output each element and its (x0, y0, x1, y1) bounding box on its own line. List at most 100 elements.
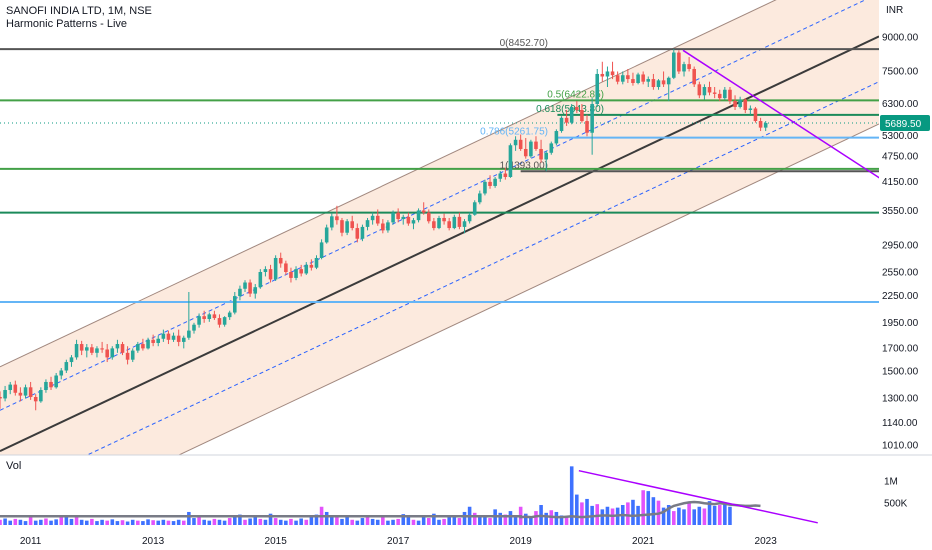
candle-body[interactable] (401, 216, 406, 220)
price-plot-area[interactable]: 0(8452.70)0.5(6422.85)0.618(5943.80)0.78… (0, 0, 882, 540)
candle-body[interactable] (615, 75, 620, 82)
volume-bar[interactable] (23, 521, 28, 525)
candle-body[interactable] (79, 344, 84, 351)
volume-bar[interactable] (472, 512, 477, 525)
volume-bar[interactable] (523, 513, 528, 525)
candle-body[interactable] (457, 216, 462, 227)
candle-body[interactable] (156, 338, 161, 343)
candle-body[interactable] (39, 390, 43, 402)
candle-body[interactable] (549, 143, 554, 153)
volume-bar[interactable] (18, 519, 23, 525)
candle-body[interactable] (426, 212, 431, 222)
candle-body[interactable] (738, 99, 742, 107)
candle-body[interactable] (610, 71, 615, 76)
candle-body[interactable] (391, 212, 395, 223)
candle-body[interactable] (682, 64, 686, 72)
candle-body[interactable] (171, 335, 176, 340)
candle-body[interactable] (350, 221, 354, 229)
candle-body[interactable] (452, 216, 457, 229)
candle-body[interactable] (396, 212, 400, 220)
candle-body[interactable] (289, 272, 293, 278)
candle-body[interactable] (54, 375, 58, 388)
volume-bar[interactable] (136, 520, 140, 525)
volume-plot-area[interactable] (0, 466, 818, 525)
volume-bar[interactable] (28, 517, 33, 525)
volume-bar[interactable] (447, 515, 451, 525)
volume-bar[interactable] (702, 508, 707, 525)
candle-body[interactable] (651, 79, 656, 88)
candle-body[interactable] (498, 173, 503, 179)
candle-body[interactable] (503, 173, 508, 177)
candle-body[interactable] (493, 178, 497, 186)
volume-bar[interactable] (166, 520, 171, 525)
candle-body[interactable] (529, 141, 533, 157)
candle-body[interactable] (707, 87, 712, 93)
candle-body[interactable] (340, 220, 344, 233)
volume-bar[interactable] (212, 518, 217, 525)
volume-bar[interactable] (646, 491, 651, 525)
candle-body[interactable] (381, 223, 385, 231)
candle-body[interactable] (478, 193, 482, 203)
candle-body[interactable] (146, 339, 150, 349)
volume-bar[interactable] (335, 516, 339, 525)
candle-body[interactable] (0, 397, 2, 399)
candle-body[interactable] (677, 52, 681, 72)
volume-bar[interactable] (411, 519, 416, 525)
volume-bar[interactable] (503, 514, 508, 525)
candle-body[interactable] (564, 117, 569, 123)
candle-body[interactable] (105, 349, 109, 358)
volume-bar[interactable] (130, 519, 135, 525)
volume-bar[interactable] (115, 521, 120, 525)
volume-bar[interactable] (677, 507, 681, 525)
volume-bar[interactable] (284, 520, 288, 525)
volume-bar[interactable] (324, 511, 329, 525)
volume-bar[interactable] (258, 518, 263, 525)
candle-body[interactable] (335, 216, 339, 221)
candle-body[interactable] (697, 84, 702, 96)
volume-bar[interactable] (529, 516, 533, 525)
volume-bar[interactable] (452, 517, 457, 525)
volume-bar[interactable] (59, 517, 64, 525)
candle-body[interactable] (544, 152, 548, 160)
candle-body[interactable] (69, 357, 74, 363)
candle-body[interactable] (605, 71, 610, 77)
candle-body[interactable] (483, 181, 487, 194)
candle-body[interactable] (600, 73, 605, 77)
candle-body[interactable] (641, 74, 645, 82)
volume-bar[interactable] (263, 519, 268, 525)
candle-body[interactable] (64, 362, 69, 371)
candle-body[interactable] (115, 344, 120, 349)
candle-body[interactable] (324, 227, 329, 243)
candle-body[interactable] (595, 73, 600, 104)
candle-body[interactable] (661, 80, 666, 85)
volume-bar[interactable] (207, 520, 212, 525)
volume-bar[interactable] (457, 518, 462, 525)
candle-body[interactable] (687, 64, 691, 69)
volume-bar[interactable] (309, 517, 314, 525)
candle-body[interactable] (513, 139, 518, 146)
volume-bar[interactable] (243, 519, 247, 525)
candle-body[interactable] (462, 221, 467, 227)
candle-body[interactable] (411, 220, 416, 224)
volume-bar[interactable] (666, 505, 671, 525)
volume-bar[interactable] (375, 519, 380, 525)
volume-bar[interactable] (723, 503, 727, 525)
volume-bar[interactable] (462, 511, 467, 525)
candle-body[interactable] (646, 79, 651, 82)
volume-bar[interactable] (314, 514, 319, 525)
volume-bar[interactable] (661, 507, 666, 525)
volume-bar[interactable] (488, 518, 492, 525)
volume-bar[interactable] (370, 518, 375, 525)
volume-bar[interactable] (110, 519, 115, 525)
candle-body[interactable] (406, 216, 411, 224)
candle-body[interactable] (227, 312, 232, 318)
volume-bar[interactable] (146, 519, 150, 525)
candle-body[interactable] (187, 330, 191, 338)
candle-body[interactable] (28, 387, 33, 398)
candle-body[interactable] (166, 333, 171, 340)
volume-bar[interactable] (340, 518, 344, 525)
candle-body[interactable] (712, 92, 717, 94)
candle-body[interactable] (626, 75, 630, 80)
volume-bar[interactable] (171, 521, 176, 525)
